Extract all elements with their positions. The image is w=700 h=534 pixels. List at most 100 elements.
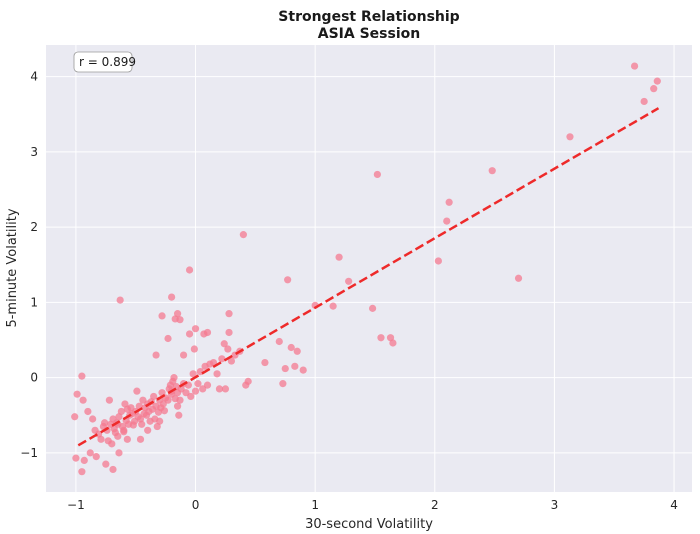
data-point (108, 440, 116, 448)
data-point (97, 435, 105, 443)
data-point (191, 387, 200, 395)
x-tick-label: 2 (431, 498, 439, 512)
data-point (79, 396, 87, 404)
data-point (213, 370, 221, 378)
data-point (261, 358, 269, 367)
data-point (281, 364, 289, 373)
data-point (185, 266, 194, 274)
data-point (335, 253, 343, 261)
data-point (150, 392, 158, 401)
data-point (109, 465, 117, 474)
data-point (176, 396, 184, 404)
data-point (78, 468, 86, 476)
data-point (92, 453, 100, 461)
data-point (73, 390, 81, 398)
data-point (173, 402, 182, 410)
data-point (218, 355, 226, 363)
data-point (84, 407, 92, 416)
data-point (185, 330, 194, 338)
data-point (640, 97, 648, 106)
data-point (566, 133, 574, 141)
regression-line (77, 107, 660, 447)
data-point (650, 85, 658, 93)
data-point (291, 362, 299, 370)
data-point (345, 277, 353, 285)
data-point (123, 435, 131, 443)
x-tick-label: 4 (670, 498, 678, 512)
chart-title: Strongest Relationship (278, 9, 459, 25)
data-point (156, 417, 164, 425)
y-tick-label: 0 (30, 371, 38, 385)
data-point (86, 449, 94, 457)
data-point (189, 370, 197, 378)
data-point (445, 198, 453, 206)
data-point (239, 231, 247, 239)
gridlines (46, 45, 692, 492)
data-point (164, 334, 172, 343)
data-point (114, 432, 122, 440)
x-tick-label: 0 (192, 498, 200, 512)
data-point (164, 396, 172, 404)
x-tick-label: −1 (67, 498, 85, 512)
data-point (101, 419, 109, 427)
correlation-annotation: r = 0.899 (73, 51, 136, 73)
data-point (373, 170, 381, 179)
data-point (368, 304, 377, 312)
data-point (190, 345, 198, 353)
data-point (284, 276, 292, 284)
data-point (160, 407, 169, 415)
data-point (89, 415, 97, 423)
y-axis-ticks: −1 0 1 2 3 4 (20, 70, 38, 460)
x-axis-label: 30-second Volatility (305, 517, 433, 532)
annotation-text: r = 0.899 (79, 55, 136, 69)
data-point (117, 407, 125, 416)
data-point (434, 257, 442, 265)
data-point (115, 449, 123, 457)
data-point (244, 377, 252, 385)
data-point (116, 296, 124, 304)
data-point (105, 396, 114, 404)
data-point (630, 62, 639, 70)
data-point (221, 385, 230, 393)
data-point (225, 328, 233, 337)
data-point (514, 274, 523, 282)
data-point (133, 387, 141, 395)
data-point (194, 380, 202, 388)
data-point (488, 167, 496, 175)
data-point (329, 302, 337, 310)
annotation-box (73, 51, 133, 73)
data-point (191, 325, 200, 333)
data-point (78, 372, 86, 380)
data-point (215, 385, 224, 393)
data-point (299, 366, 307, 374)
data-point (152, 351, 160, 359)
data-point (377, 334, 385, 342)
y-tick-label: 2 (30, 220, 38, 234)
data-point (187, 392, 195, 401)
data-point (225, 310, 233, 318)
data-point (173, 310, 182, 318)
x-tick-label: 3 (551, 498, 559, 512)
data-point (120, 428, 128, 436)
data-point (102, 460, 110, 468)
data-point (80, 456, 88, 464)
data-point (220, 340, 228, 348)
data-point (653, 77, 661, 85)
data-point (287, 343, 295, 352)
data-point (168, 293, 176, 301)
data-point (72, 454, 80, 462)
data-point (170, 374, 178, 382)
y-tick-label: 3 (30, 145, 38, 159)
data-point (136, 435, 145, 443)
y-tick-label: −1 (20, 446, 38, 460)
data-point (443, 217, 451, 225)
data-point (138, 420, 146, 428)
data-point (203, 381, 212, 389)
chart-subtitle: ASIA Session (318, 26, 420, 42)
data-point (279, 380, 287, 388)
data-point (200, 330, 208, 338)
data-point (293, 347, 301, 355)
data-point (275, 337, 283, 346)
data-point (179, 351, 188, 359)
